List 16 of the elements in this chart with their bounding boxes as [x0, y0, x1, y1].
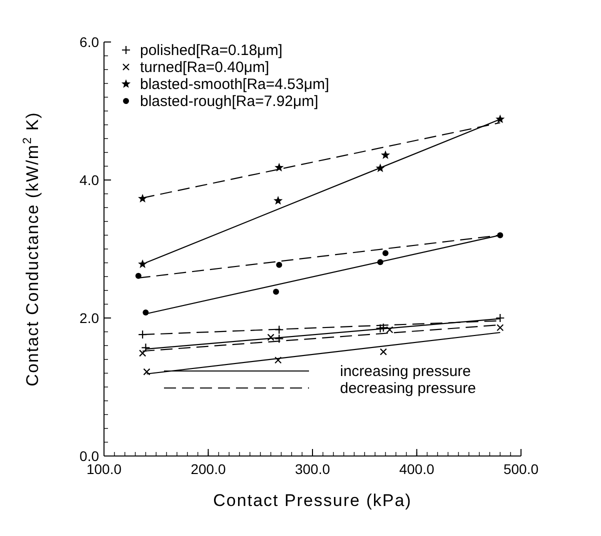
- x-tick-label: 300.0: [294, 461, 330, 477]
- y-tick-label: 6.0: [80, 34, 100, 50]
- annotation: increasing pressure: [340, 363, 471, 380]
- y-tick-label: 2.0: [80, 310, 100, 326]
- legend-label: turned[Ra=0.40μm]: [140, 59, 270, 76]
- x-tick-label: 100.0: [86, 461, 122, 477]
- legend-label: polished[Ra=0.18μm]: [140, 42, 282, 59]
- annotation: decreasing pressure: [340, 380, 476, 397]
- y-tick-label: 0.0: [80, 448, 100, 464]
- x-tick-label: 500.0: [503, 461, 539, 477]
- x-tick-label: 400.0: [399, 461, 434, 477]
- x-tick-label: 200.0: [190, 461, 226, 477]
- legend-label: blasted-rough[Ra=7.92μm]: [140, 93, 318, 110]
- legend-label: blasted-smooth[Ra=4.53μm]: [140, 76, 330, 93]
- x-axis-title: Contact Pressure (kPa): [213, 491, 412, 510]
- y-tick-label: 4.0: [80, 172, 100, 188]
